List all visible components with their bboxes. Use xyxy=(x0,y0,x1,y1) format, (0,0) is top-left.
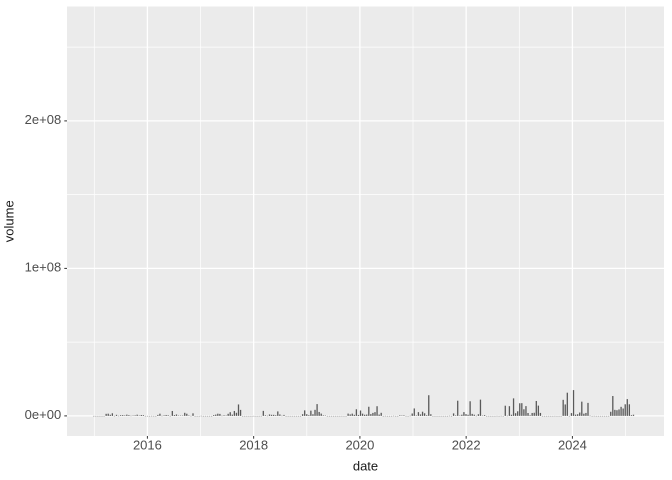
svg-text:1e+08: 1e+08 xyxy=(25,259,62,274)
svg-text:2022: 2022 xyxy=(452,438,481,453)
svg-text:volume: volume xyxy=(1,200,16,242)
svg-text:2e+08: 2e+08 xyxy=(25,112,62,127)
svg-text:2024: 2024 xyxy=(558,438,587,453)
svg-text:2016: 2016 xyxy=(133,438,162,453)
svg-text:0e+00: 0e+00 xyxy=(25,407,62,422)
svg-text:2020: 2020 xyxy=(345,438,374,453)
svg-text:2018: 2018 xyxy=(239,438,268,453)
svg-text:date: date xyxy=(353,459,378,474)
